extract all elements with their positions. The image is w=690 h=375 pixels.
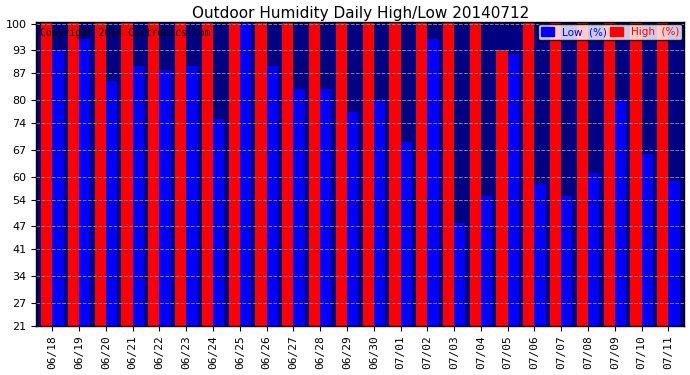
Bar (148, 0, 159, 326)
Bar (201, 0, 213, 326)
Bar (266, 66, 278, 326)
Bar (186, 66, 197, 326)
Bar (41, 0, 52, 326)
Bar (68, 0, 79, 326)
Title: Outdoor Humidity Daily High/Low 20140712: Outdoor Humidity Daily High/Low 20140712 (192, 6, 529, 21)
Bar (508, 54, 519, 326)
Bar (561, 196, 573, 326)
Bar (631, 0, 642, 326)
Bar (159, 69, 170, 326)
Bar (175, 0, 186, 326)
Bar (443, 0, 454, 326)
Bar (95, 0, 106, 326)
Bar (106, 81, 117, 326)
Bar (336, 0, 347, 326)
Bar (669, 180, 680, 326)
Bar (481, 196, 492, 326)
Bar (416, 0, 427, 326)
Bar (389, 0, 400, 326)
Bar (132, 66, 144, 326)
Bar (550, 0, 561, 326)
Bar (228, 0, 240, 326)
Legend: Low  (%), High  (%): Low (%), High (%) (538, 24, 682, 40)
Bar (309, 0, 320, 326)
Bar (240, 16, 251, 326)
Bar (213, 119, 224, 326)
Bar (470, 0, 481, 326)
Bar (255, 0, 266, 326)
Bar (588, 173, 600, 326)
Bar (642, 154, 653, 326)
Bar (374, 100, 385, 326)
Bar (454, 223, 465, 326)
Bar (347, 112, 358, 326)
Bar (362, 0, 374, 326)
Bar (121, 0, 132, 326)
Bar (604, 0, 615, 326)
Bar (535, 184, 546, 326)
Bar (427, 39, 439, 326)
Bar (615, 100, 626, 326)
Bar (79, 39, 90, 326)
Bar (577, 0, 588, 326)
Bar (282, 0, 293, 326)
Bar (320, 89, 331, 326)
Bar (523, 0, 535, 326)
Bar (657, 0, 669, 326)
Bar (293, 89, 305, 326)
Text: Copyright 2014 Cartronics.com: Copyright 2014 Cartronics.com (39, 28, 210, 38)
Bar (496, 50, 508, 326)
Bar (52, 50, 63, 326)
Bar (400, 142, 412, 326)
